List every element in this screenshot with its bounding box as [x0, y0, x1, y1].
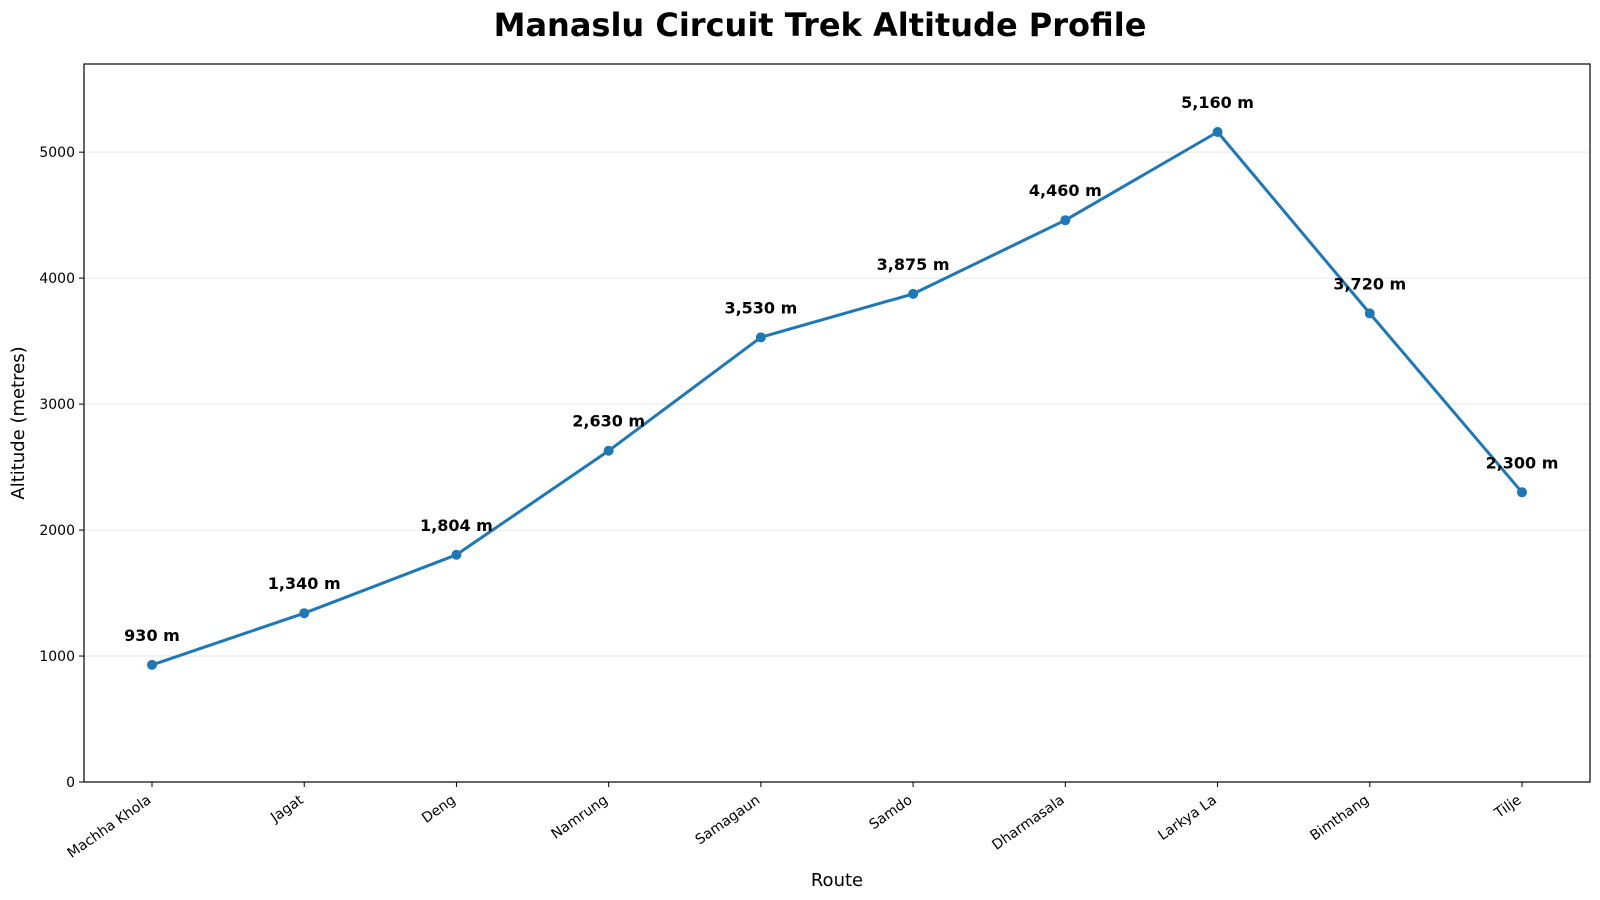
x-axis: Machha Khola Jagat Deng Namrung Samagaun Samd…: [65, 782, 1524, 862]
data-point-1: [299, 608, 310, 619]
data-point-4: [755, 332, 766, 343]
y-tick-label-0: 0: [66, 775, 75, 791]
data-label-3: 2,630 m: [572, 412, 645, 431]
x-tick-label-9: Tilje: [1491, 792, 1524, 822]
data-label-0: 930 m: [124, 626, 180, 645]
y-tick-label-5: 5000: [39, 145, 75, 161]
data-label-4: 3,530 m: [724, 298, 797, 317]
plot-frame: [83, 63, 1591, 783]
y-tick-label-2: 2000: [39, 523, 75, 539]
y-tick-label-3: 3000: [39, 397, 75, 413]
x-tick-label-6: Dharmasala: [989, 792, 1067, 853]
series-altitude: 930 m 1,340 m 1,804 m 2,630 m 3,530 m 3,875 m…: [124, 93, 1558, 670]
x-tick-label-5: Samdo: [866, 792, 915, 833]
y-tick-label-4: 4000: [39, 271, 75, 287]
data-label-1: 1,340 m: [268, 574, 341, 593]
x-tick-label-1: Jagat: [267, 792, 307, 826]
x-tick-label-0: Machha Khola: [65, 792, 155, 861]
data-label-5: 3,875 m: [877, 255, 950, 274]
data-point-8: [1364, 308, 1375, 319]
x-axis-label: Route: [811, 870, 863, 891]
series-line: [151, 130, 1524, 667]
data-label-8: 3,720 m: [1333, 274, 1406, 293]
data-label-9: 2,300 m: [1486, 453, 1559, 472]
data-point-3: [603, 445, 614, 456]
y-tick-label-1: 1000: [39, 649, 75, 665]
data-point-5: [908, 288, 919, 299]
data-label-6: 4,460 m: [1029, 181, 1102, 200]
y-axis-label: Altitude (metres): [8, 346, 29, 499]
data-point-2: [451, 549, 462, 560]
x-tick-label-3: Namrung: [548, 792, 610, 842]
data-point-7: [1212, 127, 1223, 138]
x-tick-label-8: Bimthang: [1307, 792, 1372, 844]
y-axis: 0 1000 2000 3000 4000 5000: [39, 145, 84, 791]
data-label-7: 5,160 m: [1181, 93, 1254, 112]
chart-title: Manaslu Circuit Trek Altitude Profile: [494, 6, 1147, 44]
data-point-0: [147, 659, 157, 670]
data-point-9: [1517, 487, 1527, 498]
x-tick-label-7: Larkya La: [1155, 792, 1219, 844]
data-point-6: [1060, 215, 1071, 226]
x-tick-label-4: Samagaun: [693, 792, 764, 848]
x-tick-label-2: Deng: [419, 792, 459, 826]
data-label-2: 1,804 m: [420, 516, 493, 535]
